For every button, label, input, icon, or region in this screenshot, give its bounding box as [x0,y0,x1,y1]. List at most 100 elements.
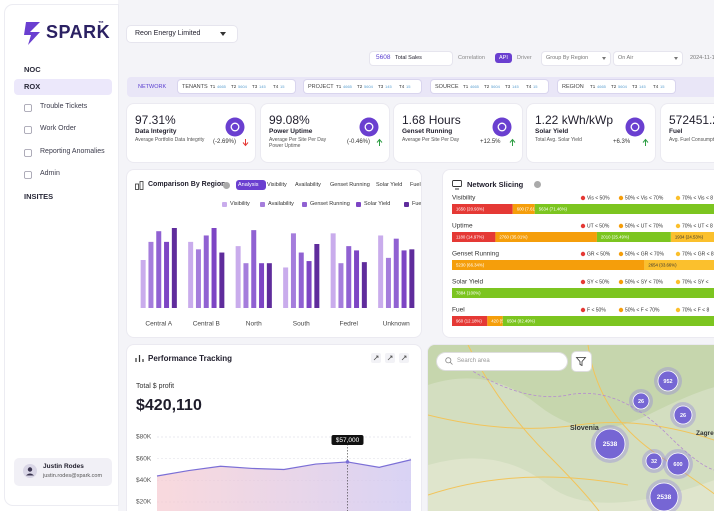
info-shape [534,181,541,188]
kpi-trend-arrow [242,139,249,147]
tab[interactable]: Solar Yield [376,182,403,188]
y-tick-label: $20K [136,499,152,506]
arrow-shape [242,139,249,147]
road [428,476,629,496]
legend-dot [675,307,681,313]
tab[interactable]: Genset Running [330,182,370,188]
road [428,414,714,441]
legend-label: Genset Running [310,201,350,207]
kpi-card: 572451.25Fuel Avg. Fuel Consumption [661,104,714,162]
filter-count: 15 [660,84,665,89]
x-tick-label: Central B [193,321,220,328]
filter-count: 145 [639,84,646,89]
card-icon [135,355,144,362]
nav-item[interactable]: Admin [40,170,60,177]
kpi-icon-bg [625,117,645,137]
filter-count: 145 [512,84,519,89]
segment-label: 2010 (25.49%) [601,235,630,240]
kpi-subtitle: Total Avg. Solar Yield [535,137,582,143]
bar [314,244,320,308]
kpi-icon [625,117,645,137]
place-label: Zagreb [696,430,714,437]
cluster-count: 2538 [657,494,672,501]
legend-label: 50% < F < 70% [625,307,660,313]
tab[interactable]: Analysis [238,182,259,188]
cluster [645,452,663,470]
chart-total: $420,110 [136,397,202,414]
filter-group[interactable] [431,80,548,93]
toggle-active [495,53,512,63]
kpi-icon-bg [359,117,379,137]
road [467,345,600,511]
kpi-icon [359,117,379,137]
kpi-subtitle: Avg. Fuel Consumption [669,137,714,143]
filter-count: 5604 [364,84,373,89]
kpi-change: (-0.46%) [347,139,371,145]
filter-button[interactable] [572,352,591,371]
toolbar-icon [385,353,395,363]
area [157,459,411,511]
kpi-title: Data Integrity [135,128,177,135]
search-box[interactable] [437,353,567,370]
nav-item[interactable]: Reporting Anomalies [40,148,105,155]
legend-label: UT < 50% [587,223,610,229]
legend-label: 50% < SY < 70% [625,279,664,285]
avatar-body [26,473,34,476]
filter-group[interactable] [558,80,675,93]
bar [164,241,170,308]
card-icon [135,181,144,190]
company-select[interactable] [127,26,237,42]
toggle-option[interactable]: API [499,55,508,61]
terrain [428,458,714,511]
icon-shape [135,183,139,190]
arrow-shape [509,138,516,146]
filter-tag: T2 [357,84,363,89]
nav-item[interactable]: Work Order [40,125,77,132]
filter-tag: T3 [632,84,638,89]
segment-label: 1180 (14.97%) [456,235,484,240]
x-tick-label: Unknown [383,321,410,328]
segment [534,204,714,214]
kpi-card: 99.08% Power Uptime Average Per Site Per D… [261,104,389,162]
legend-label: 70% < Vis < 8 [682,195,713,201]
nav-icon-shape [24,126,32,134]
nav-icon [24,126,32,134]
icon-shape [575,357,587,367]
filter-count: 15 [533,84,538,89]
kpi-change: +12.5% [480,139,501,145]
tab[interactable]: Availability [295,182,321,188]
toggle-option[interactable]: Driver [517,55,532,61]
bar [385,257,391,308]
cluster [632,392,650,410]
total-sales-box [370,52,452,65]
nav-item[interactable]: ROX [24,82,41,91]
network-slicing-card: Network Slicing Visibility Vis < 50% 50% < … [443,170,714,337]
filter-group[interactable] [304,80,421,93]
legend-swatch [222,202,227,207]
bar [401,250,407,308]
select-box[interactable] [614,52,682,65]
filter-tag: T2 [484,84,490,89]
kpi-value: 1.68 Hours [402,113,461,127]
filter-group[interactable] [178,80,295,93]
nav-icon [24,171,32,179]
filter-name: SOURCE [435,84,459,90]
nav-icon-shape [24,171,32,179]
kpi-icon [492,117,512,137]
kpi-title: Power Uptime [269,128,313,135]
tab[interactable]: Visibility [267,182,287,188]
legend-label: F < 50% [587,307,606,313]
bar [259,263,265,308]
row-name: Uptime [452,223,473,230]
legend-swatch [356,202,361,207]
segment-label: 2654 (33.66%) [648,263,677,268]
toggle-option[interactable]: Correlation [458,55,485,61]
tab[interactable]: Fuel [410,182,421,188]
icon-shape [450,362,453,365]
bar [354,250,360,308]
filter-name: PROJECT [308,84,334,90]
nav-item[interactable]: Trouble Tickets [40,103,88,110]
select-label: Group By Region [546,55,589,61]
select-box[interactable] [542,52,610,65]
